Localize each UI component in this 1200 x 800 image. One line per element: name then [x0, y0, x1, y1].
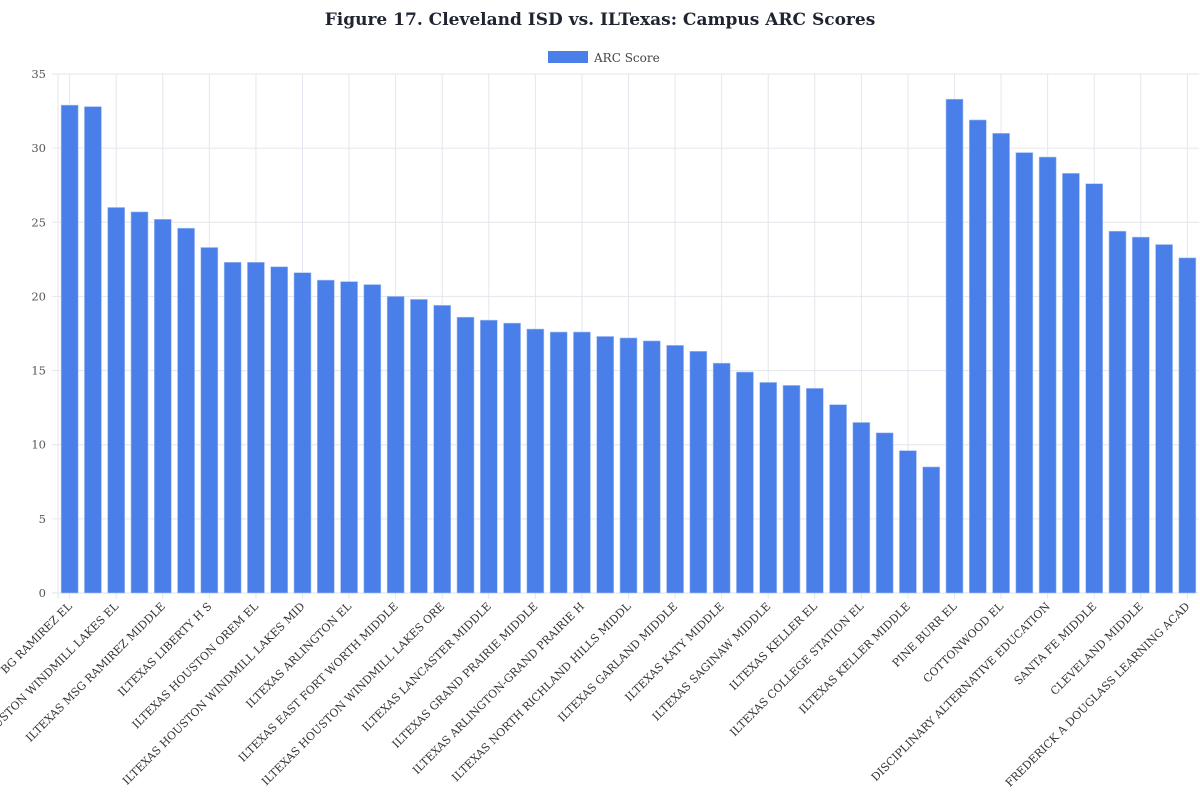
bar[interactable] — [410, 299, 428, 594]
y-tick-label: 0 — [39, 586, 46, 600]
y-tick-label: 35 — [31, 67, 46, 81]
x-tick-label: ILTEXAS EAST FORT WORTH MIDDLE — [236, 600, 401, 765]
bar[interactable] — [84, 106, 102, 594]
bar[interactable] — [992, 133, 1010, 594]
bar[interactable] — [223, 262, 242, 594]
bar[interactable] — [177, 227, 195, 594]
bar[interactable] — [875, 432, 894, 594]
bar[interactable] — [759, 382, 778, 594]
y-tick-label: 25 — [31, 215, 46, 229]
y-axis-ticks: 0 5 10 15 20 25 30 35 — [31, 67, 46, 600]
bar[interactable] — [270, 266, 289, 594]
bar[interactable] — [968, 119, 987, 594]
y-tick-label: 10 — [31, 438, 46, 452]
x-tick-label: DISCIPLINARY ALTERNATIVE EDUCATION — [869, 600, 1053, 784]
bar[interactable] — [596, 336, 615, 594]
x-tick-label: CLEVELAND MIDDLE — [1048, 600, 1146, 698]
bar[interactable] — [60, 104, 79, 594]
bar[interactable] — [153, 219, 172, 594]
bar[interactable] — [619, 337, 638, 594]
bar[interactable] — [340, 281, 358, 594]
bar[interactable] — [1178, 257, 1197, 594]
bars — [60, 98, 1197, 594]
x-tick-label: COTTONWOOD EL — [921, 599, 1007, 685]
bar[interactable] — [549, 331, 568, 594]
x-tick-label: SANTA FE MIDDLE — [1012, 600, 1100, 688]
bar[interactable] — [200, 247, 219, 594]
bar[interactable] — [573, 331, 591, 594]
bar[interactable] — [316, 279, 335, 594]
bar[interactable] — [433, 305, 452, 594]
y-tick-label: 15 — [31, 364, 46, 378]
bar[interactable] — [363, 284, 382, 594]
bar[interactable] — [107, 207, 126, 594]
bar[interactable] — [712, 362, 731, 594]
bar[interactable] — [1085, 183, 1104, 594]
bar[interactable] — [899, 450, 917, 594]
bar[interactable] — [1131, 236, 1150, 594]
y-tick-label: 20 — [31, 289, 46, 303]
bar[interactable] — [805, 388, 824, 594]
bar[interactable] — [829, 404, 847, 594]
bar[interactable] — [479, 319, 498, 594]
bar[interactable] — [247, 262, 265, 594]
bar[interactable] — [852, 422, 871, 594]
bar[interactable] — [782, 385, 801, 594]
x-tick-label: ILTEXAS LIBERTY H S — [115, 600, 214, 699]
y-tick-label: 30 — [31, 141, 46, 155]
bar[interactable] — [456, 316, 475, 594]
x-tick-label: ILTEXAS KELLER EL — [727, 599, 821, 693]
y-tick-label: 5 — [39, 512, 46, 526]
bar[interactable] — [642, 340, 661, 594]
bar[interactable] — [736, 371, 754, 594]
chart-title: Figure 17. Cleveland ISD vs. ILTexas: Ca… — [324, 10, 876, 30]
bar[interactable] — [1155, 244, 1173, 594]
legend-swatch — [548, 51, 588, 63]
bar[interactable] — [922, 466, 941, 594]
bar[interactable] — [1108, 230, 1127, 594]
x-tick-label: ILTEXAS HOUSTON WINDMILL LAKES EL — [0, 599, 122, 781]
bar[interactable] — [526, 328, 545, 594]
x-tick-label: ILTEXAS NORTH RICHLAND HILLS MIDDL — [449, 599, 634, 784]
bar[interactable] — [386, 296, 405, 594]
x-tick-label: ILTEXAS ARLINGTON-GRAND PRAIRIE H — [410, 600, 587, 777]
bar[interactable] — [293, 272, 312, 594]
bar[interactable] — [503, 322, 521, 594]
bar[interactable] — [1062, 173, 1080, 594]
legend[interactable]: ARC Score — [548, 51, 660, 65]
bar[interactable] — [1015, 152, 1034, 594]
legend-label: ARC Score — [593, 51, 660, 65]
bar[interactable] — [666, 345, 684, 594]
bar[interactable] — [945, 98, 964, 594]
bar[interactable] — [689, 350, 708, 594]
bar[interactable] — [130, 211, 149, 594]
bar[interactable] — [1038, 156, 1057, 594]
